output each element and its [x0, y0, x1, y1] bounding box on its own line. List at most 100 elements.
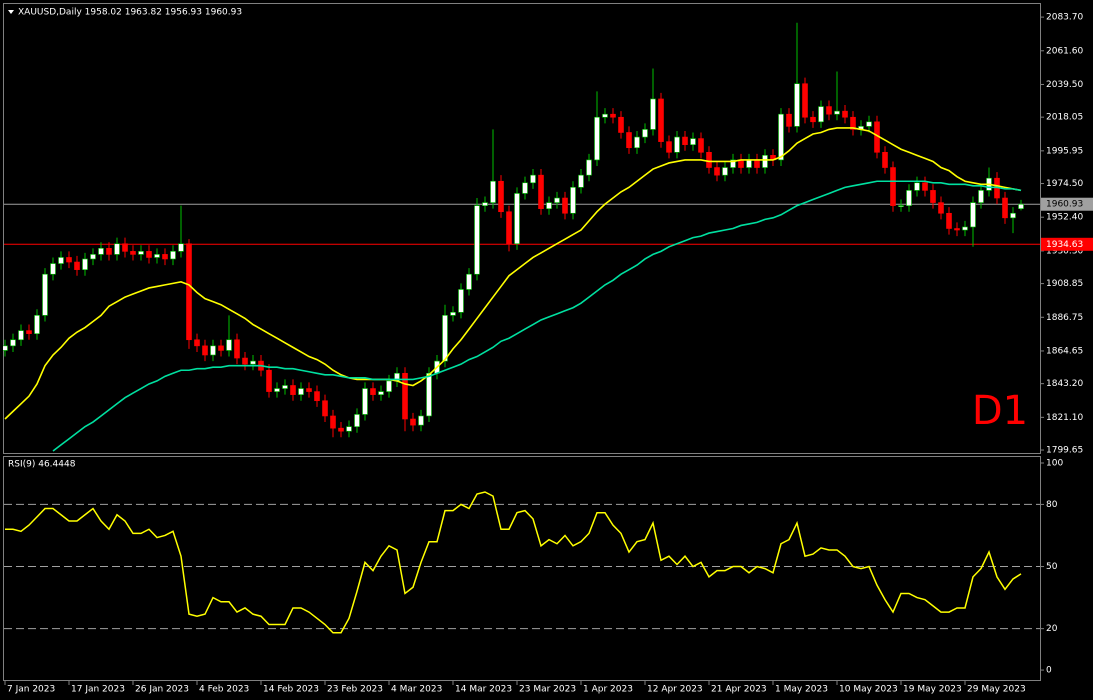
x-tick-label: 14 Feb 2023: [263, 685, 319, 695]
candle-body: [370, 388, 376, 395]
x-tick-label: 23 Feb 2023: [327, 685, 383, 695]
rsi-plot: [4, 491, 1040, 634]
candle-body: [162, 254, 168, 260]
candle-body: [146, 251, 152, 258]
candle-body: [946, 212, 952, 229]
candle-body: [930, 190, 936, 203]
candle-body: [746, 159, 752, 168]
candle-body: [282, 385, 288, 389]
x-tick-label: 7 Jan 2023: [7, 685, 55, 695]
candle-body: [586, 159, 592, 176]
y-tick-label: 1886.75: [1046, 313, 1083, 323]
candle-body: [210, 345, 216, 356]
candle-body: [626, 132, 632, 149]
y-tick-label: 2018.05: [1046, 113, 1083, 123]
candle-body: [378, 391, 384, 395]
candle-body: [1018, 203, 1024, 209]
rsi-y-tick-label: 20: [1046, 624, 1058, 634]
candle-body: [578, 174, 584, 188]
candle-body: [866, 121, 872, 127]
x-tick-label: 26 Jan 2023: [135, 685, 189, 695]
price-plot: [3, 22, 1040, 452]
moving-average: [52, 180, 1022, 452]
candle-body: [18, 330, 24, 341]
candle-body: [730, 159, 736, 168]
y-tick-label: 2061.60: [1046, 46, 1083, 56]
candle-body: [754, 159, 760, 168]
candle-body: [898, 205, 904, 207]
y-tick-label: 1995.95: [1046, 146, 1083, 156]
candle-body: [330, 415, 336, 429]
candle-body: [194, 339, 200, 347]
candle-body: [346, 426, 352, 432]
candle-body: [386, 380, 392, 392]
candle-body: [650, 98, 656, 130]
rsi-y-tick-label: 0: [1046, 666, 1052, 676]
candle-body: [978, 190, 984, 203]
candle-body: [298, 388, 304, 395]
candle-body: [122, 243, 128, 252]
x-tick-label: 29 May 2023: [967, 685, 1026, 695]
candle-body: [666, 141, 672, 153]
y-tick-label: 1974.50: [1046, 179, 1083, 189]
candle-body: [906, 190, 912, 206]
candle-body: [138, 251, 144, 255]
candle-body: [506, 211, 512, 245]
y-tick-label: 1843.20: [1046, 379, 1083, 389]
candle-body: [202, 345, 208, 356]
candle-body: [106, 248, 112, 255]
x-tick-label: 1 May 2023: [775, 685, 828, 695]
candle-body: [818, 106, 824, 123]
candle-body: [186, 243, 192, 341]
candle-body: [450, 312, 456, 316]
rsi-y-tick-label: 80: [1046, 500, 1058, 510]
candle-body: [802, 83, 808, 118]
timeframe-label: D1: [972, 388, 1028, 434]
candle-body: [178, 243, 184, 252]
candle-body: [82, 258, 88, 270]
candle-body: [706, 151, 712, 168]
x-tick-label: 14 Mar 2023: [455, 685, 512, 695]
candle-body: [250, 360, 256, 365]
menu-arrow[interactable]: [8, 10, 14, 14]
candle-body: [850, 116, 856, 130]
candle-body: [962, 226, 968, 231]
candle-body: [274, 388, 280, 392]
candle-body: [3, 345, 8, 351]
candle-body: [602, 113, 608, 118]
candle-body: [58, 257, 64, 264]
candle-body: [410, 418, 416, 426]
candle-body: [722, 167, 728, 176]
candle-body: [130, 251, 136, 255]
candle-body: [714, 167, 720, 176]
x-tick-label: 23 Mar 2023: [519, 685, 576, 695]
candle-body: [90, 254, 96, 260]
indicator-title: RSI(9) 46.4448: [8, 460, 76, 470]
candle-body: [842, 110, 848, 118]
candle-body: [546, 202, 552, 209]
candle-body: [442, 315, 448, 362]
candle-body: [618, 116, 624, 133]
candle-body: [490, 180, 496, 203]
x-tick-label: 4 Mar 2023: [391, 685, 442, 695]
candle-body: [514, 193, 520, 245]
candle-body: [914, 182, 920, 191]
rsi-y-tick-label: 50: [1046, 562, 1058, 572]
axes: 2083.70 2061.60 2039.50 2018.05 1995.95 1974.…: [4, 13, 1093, 695]
candle-body: [26, 330, 32, 334]
candle-body: [938, 202, 944, 214]
x-tick-label: 1 Apr 2023: [583, 685, 633, 695]
price-line-box: [1041, 197, 1093, 211]
x-tick-label: 19 May 2023: [903, 685, 962, 695]
candle-body: [810, 116, 816, 123]
candle-body: [610, 113, 616, 118]
candle-body: [690, 138, 696, 145]
y-tick-label: 1864.65: [1046, 346, 1083, 356]
candle-body: [834, 110, 840, 115]
candle-body: [922, 182, 928, 191]
x-tick-label: 10 May 2023: [839, 685, 898, 695]
candle-body: [362, 388, 368, 415]
moving-average: [4, 127, 1022, 420]
